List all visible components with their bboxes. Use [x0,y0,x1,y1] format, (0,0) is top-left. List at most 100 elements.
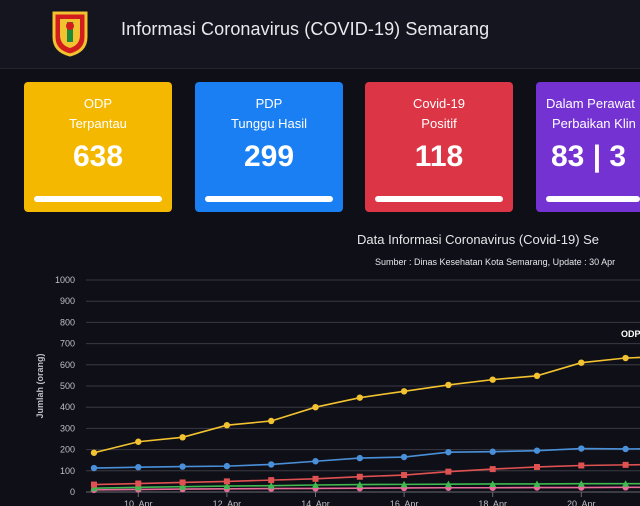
series-3-point-4 [267,482,275,489]
x-tick-label-3: 16. Apr [390,499,419,506]
series-3-point-1 [134,483,142,491]
y-tick-label-300: 300 [60,423,75,433]
line-chart: 0 100 200 300 400 500 600 700 800 900 1000 Jumlah (… [35,275,640,506]
card-positif-value: 118 [414,140,464,173]
series-1-point-4 [268,461,275,468]
card-perawatan-sublabel: Perbaikan Klin [552,116,636,131]
series-3-point-7 [400,480,408,488]
page-title: Informasi Coronavirus (COVID-19) Semaran… [121,19,490,39]
series-0-point-0 [90,449,98,456]
card-pdp-label: PDP [255,96,283,111]
card-pdp[interactable]: PDP Tunggu Hasil 299 [195,82,343,212]
card-perawatan-label: Dalam Perawat [546,96,635,111]
card-perawatan[interactable]: Dalam Perawat Perbaikan Klin 83 | 3 [536,82,640,212]
series-3-point-8 [444,480,452,488]
series-1-point-0 [90,464,98,472]
series-2-point-9 [489,466,496,473]
series-0-point-6 [356,394,363,401]
card-pdp-sublabel: Tunggu Hasil [230,116,308,131]
series-2-point-11 [578,462,585,469]
series-3-point-0 [90,484,98,492]
series-1-point-6 [356,454,363,462]
y-tick-label-700: 700 [60,339,75,349]
series-1-point-1 [135,463,142,471]
page-header: Informasi Coronavirus (COVID-19) Semaran… [0,0,640,69]
card-positif[interactable]: Covid-19 Positif 118 [365,82,513,212]
series-line-3 [93,482,640,489]
summary-cards: ODP Terpantau 638 PDP Tunggu Hasil 299 C… [0,82,640,214]
card-perawatan-value: 83 | 3 [551,140,627,173]
series-1-point-2 [179,463,186,470]
series-2-point-2 [179,479,186,486]
y-tick-label-500: 500 [60,381,75,391]
series-0-point-5 [312,404,319,411]
series-1-point-5 [312,458,319,465]
series-1-point-3 [223,462,231,470]
series-0-point-2 [179,434,186,441]
y-tick-label-100: 100 [60,466,75,476]
chart-subtitle: Sumber : Dinas Kesehatan Kota Semarang, … [375,257,616,267]
y-tick-label-900: 900 [60,296,75,306]
y-tick-label-400: 400 [60,402,75,412]
series-1-point-9 [489,448,496,455]
series-2-point-3 [223,478,230,485]
series-0-point-1 [135,438,142,445]
series-2-point-6 [356,473,363,480]
card-odp-label: ODP [83,96,113,111]
card-odp-sublabel: Terpantau [69,116,127,131]
card-odp-bar [34,196,162,202]
card-odp-value: 638 [72,140,124,173]
series-2-point-0 [91,481,97,488]
x-tick-label-1: 12. Apr [213,499,242,506]
card-positif-sublabel: Positif [421,116,457,131]
series-2-point-5 [312,475,319,482]
card-pdp-bar [205,196,333,202]
series-3-point-11 [577,480,585,487]
series-3-point-10 [533,480,541,487]
semarang-city-emblem-icon [52,11,88,57]
series-3-point-2 [179,483,187,490]
card-positif-label: Covid-19 [412,96,466,111]
series-3-point-5 [312,481,319,489]
chart-title: Data Informasi Coronavirus (Covid-19) Se [357,232,600,247]
series-0-point-7 [400,388,408,395]
series-1-point-8 [445,448,452,456]
x-tick-label-0: 10. Apr [124,499,153,506]
y-tick-label-1000: 1000 [55,275,75,285]
series-2-point-7 [401,472,408,479]
series-1-point-12 [622,445,629,453]
y-tick-label-0: 0 [70,487,75,497]
x-tick-label-2: 14. Apr [301,499,330,506]
series-label-0: ODP [621,329,640,339]
x-tick-label-5: 20. Apr [567,499,596,506]
y-tick-label-600: 600 [60,360,75,370]
series-3-point-6 [356,481,364,488]
series-2-point-1 [135,480,142,487]
series-3-point-9 [489,480,497,487]
card-perawatan-bar [546,196,640,202]
series-0-point-4 [268,417,275,425]
series-0-point-8 [445,381,452,389]
series-2-point-4 [268,477,275,484]
series-1-point-11 [578,445,585,452]
series-0-point-10 [533,372,541,380]
series-line-4 [93,486,640,491]
series-3-point-12 [622,480,630,487]
card-positif-bar [375,196,503,202]
card-odp[interactable]: ODP Terpantau 638 [24,82,172,212]
series-0-point-3 [223,422,231,429]
series-line-0 [93,356,640,454]
series-line-2 [93,463,640,486]
y-axis-label: Jumlah (orang) [35,353,45,418]
series-2-point-8 [445,468,452,475]
series-1-point-10 [533,447,541,454]
y-tick-label-800: 800 [60,317,75,327]
series-0-point-11 [578,359,585,366]
x-tick-label-4: 18. Apr [478,499,507,506]
y-tick-label-200: 200 [60,445,75,455]
series-line-1 [93,447,640,469]
series-1-point-7 [400,453,408,461]
series-2-point-12 [622,461,629,468]
series-2-point-10 [534,463,540,470]
card-pdp-value: 299 [243,140,295,173]
